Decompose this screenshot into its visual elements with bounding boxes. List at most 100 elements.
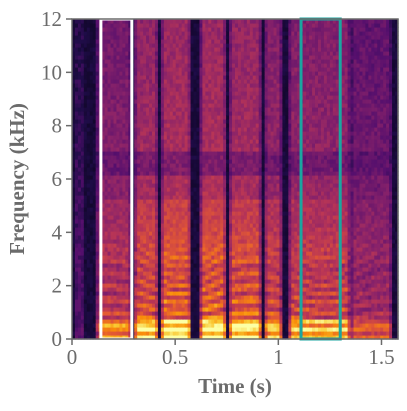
spectrogram-cell bbox=[89, 251, 94, 256]
spectrogram-cell bbox=[77, 219, 82, 224]
spectrogram-cell bbox=[77, 263, 82, 268]
spectrogram-cell bbox=[80, 211, 85, 216]
spectrogram-cell bbox=[95, 147, 100, 152]
spectrogram-cell bbox=[83, 307, 88, 312]
spectrogram-cell bbox=[92, 135, 97, 140]
spectrogram-cell bbox=[95, 179, 100, 184]
spectrogram-cell bbox=[107, 83, 112, 88]
spectrogram-cell bbox=[89, 131, 94, 136]
spectrogram-cell bbox=[72, 207, 76, 212]
spectrogram-cell bbox=[74, 287, 79, 292]
spectrogram-cell bbox=[107, 299, 112, 304]
spectrogram-cell bbox=[77, 207, 82, 212]
spectrogram-cell bbox=[72, 199, 76, 204]
spectrogram-cell bbox=[80, 275, 85, 280]
spectrogram-cell bbox=[110, 231, 115, 236]
spectrogram-cell bbox=[80, 155, 85, 160]
spectrogram-cell bbox=[83, 259, 88, 264]
spectrogram-cell bbox=[95, 223, 100, 228]
spectrogram-cell bbox=[72, 35, 76, 40]
spectrogram-cell bbox=[80, 83, 85, 88]
spectrogram-cell bbox=[74, 171, 79, 176]
spectrogram-cell bbox=[89, 111, 94, 116]
spectrogram-cell bbox=[101, 127, 106, 132]
spectrogram-cell bbox=[92, 59, 97, 64]
spectrogram-cell bbox=[77, 23, 82, 28]
spectrogram-cell bbox=[104, 299, 109, 304]
spectrogram-cell bbox=[95, 87, 100, 92]
spectrogram-cell bbox=[95, 327, 100, 332]
spectrogram-cell bbox=[72, 55, 76, 60]
spectrogram-cell bbox=[95, 303, 100, 308]
spectrogram-cell bbox=[77, 327, 82, 332]
spectrogram-cell bbox=[83, 267, 88, 272]
spectrogram-cell bbox=[92, 295, 97, 300]
spectrogram-cell bbox=[92, 87, 97, 92]
spectrogram-cell bbox=[80, 71, 85, 76]
spectrogram-cell bbox=[92, 151, 97, 156]
spectrogram-cell bbox=[83, 63, 88, 68]
spectrogram-cell bbox=[101, 163, 106, 168]
spectrogram-cell bbox=[104, 131, 109, 136]
spectrogram-cell bbox=[83, 179, 88, 184]
spectrogram-cell bbox=[95, 211, 100, 216]
spectrogram-cell bbox=[80, 59, 85, 64]
spectrogram-cell bbox=[92, 315, 97, 320]
spectrogram-cell bbox=[95, 131, 100, 136]
spectrogram-cell bbox=[107, 95, 112, 100]
spectrogram-cell bbox=[74, 175, 79, 180]
spectrogram-cell bbox=[92, 303, 97, 308]
spectrogram-cell bbox=[95, 163, 100, 168]
spectrogram-cell bbox=[107, 279, 112, 284]
spectrogram-cell bbox=[72, 179, 76, 184]
spectrogram-cell bbox=[83, 243, 88, 248]
spectrogram-cell bbox=[107, 335, 112, 340]
spectrogram-cell bbox=[95, 95, 100, 100]
spectrogram-cell bbox=[83, 127, 88, 132]
spectrogram-cell bbox=[89, 67, 94, 72]
spectrogram-cell bbox=[77, 159, 82, 164]
spectrogram-cell bbox=[80, 227, 85, 232]
spectrogram-cell bbox=[80, 327, 85, 332]
spectrogram-cell bbox=[110, 327, 115, 332]
spectrogram-cell bbox=[80, 287, 85, 292]
spectrogram-cell bbox=[72, 183, 76, 188]
spectrogram-cell bbox=[95, 291, 100, 296]
spectrogram-cell bbox=[72, 335, 76, 340]
spectrogram-cell bbox=[83, 327, 88, 332]
spectrogram-cell bbox=[110, 255, 115, 260]
spectrogram-cell bbox=[92, 323, 97, 328]
spectrogram-cell bbox=[80, 311, 85, 316]
spectrogram-cell bbox=[107, 51, 112, 56]
spectrogram-cell bbox=[83, 315, 88, 320]
spectrogram-cell bbox=[104, 19, 109, 24]
spectrogram-cell bbox=[86, 123, 91, 128]
spectrogram-cell bbox=[89, 19, 94, 24]
spectrogram-cell bbox=[80, 135, 85, 140]
spectrogram-cell bbox=[89, 271, 94, 276]
spectrogram-cell bbox=[107, 19, 112, 24]
spectrogram-cell bbox=[89, 263, 94, 268]
spectrogram-cell bbox=[77, 39, 82, 44]
spectrogram-cell bbox=[83, 171, 88, 176]
spectrogram-cell bbox=[83, 247, 88, 252]
spectrogram-cell bbox=[77, 315, 82, 320]
spectrogram-cell bbox=[107, 183, 112, 188]
spectrogram-cell bbox=[83, 95, 88, 100]
spectrogram-cell bbox=[77, 123, 82, 128]
spectrogram-cell bbox=[86, 327, 91, 332]
spectrogram-cell bbox=[83, 143, 88, 148]
spectrogram-cell bbox=[101, 43, 106, 48]
spectrogram-cell bbox=[83, 287, 88, 292]
spectrogram-cell bbox=[89, 191, 94, 196]
spectrogram-cell bbox=[74, 83, 79, 88]
spectrogram-cell bbox=[77, 279, 82, 284]
spectrogram-cell bbox=[77, 271, 82, 276]
spectrogram-cell bbox=[101, 59, 106, 64]
spectrogram-cell bbox=[74, 271, 79, 276]
spectrogram-cell bbox=[83, 55, 88, 60]
spectrogram-cell bbox=[104, 311, 109, 316]
spectrogram-cell bbox=[101, 303, 106, 308]
spectrogram-cell bbox=[107, 163, 112, 168]
spectrogram-cell bbox=[86, 115, 91, 120]
